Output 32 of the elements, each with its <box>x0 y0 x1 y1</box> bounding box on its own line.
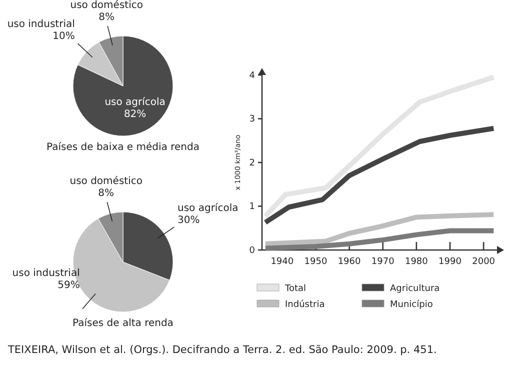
legend-label: Indústria <box>285 299 325 310</box>
text: Países de baixa e média renda <box>46 142 200 153</box>
data-label: 8% <box>98 12 115 24</box>
legend-label: Agricultura <box>390 284 440 294</box>
data-label: 10% <box>52 30 75 42</box>
x-tick-label: 1970 <box>371 256 395 267</box>
slice-label: uso industrial <box>7 18 75 30</box>
slice-label: uso industrial <box>12 268 80 279</box>
x-tick-label: 1950 <box>304 256 328 267</box>
x-tick-label: 1990 <box>438 256 462 267</box>
slice-label: uso agrícola <box>178 202 238 214</box>
y-tick-label: 4 <box>249 70 256 81</box>
legend-label: Município <box>390 299 434 310</box>
slice-label: uso doméstico <box>70 176 142 188</box>
text: Países de alta renda <box>72 318 174 329</box>
x-tick-label: 1960 <box>338 256 362 267</box>
x-tick-label: 1940 <box>270 256 294 267</box>
slice-label: uso doméstico <box>70 0 143 12</box>
text: TEIXEIRA, Wilson et al. (Orgs.). Decifrando a Terra. 2. ed. São Paulo: 2009. p. 451. <box>7 344 437 356</box>
y-tick-label: 0 <box>249 246 256 256</box>
y-tick-label: 3 <box>249 114 255 125</box>
data-label: 30% <box>178 214 200 226</box>
slice-label: uso agrícola <box>104 96 166 108</box>
legend-label: Total <box>284 284 306 294</box>
y-tick-label: 2 <box>249 158 255 168</box>
pie-slice <box>72 36 174 136</box>
data-label: 82% <box>124 108 146 120</box>
x-tick-label: 2000 <box>472 256 496 267</box>
x-tick-label: 1980 <box>404 256 428 267</box>
data-label: 8% <box>98 188 114 200</box>
y-tick-label: 1 <box>249 202 255 212</box>
data-label: 59% <box>58 280 80 291</box>
